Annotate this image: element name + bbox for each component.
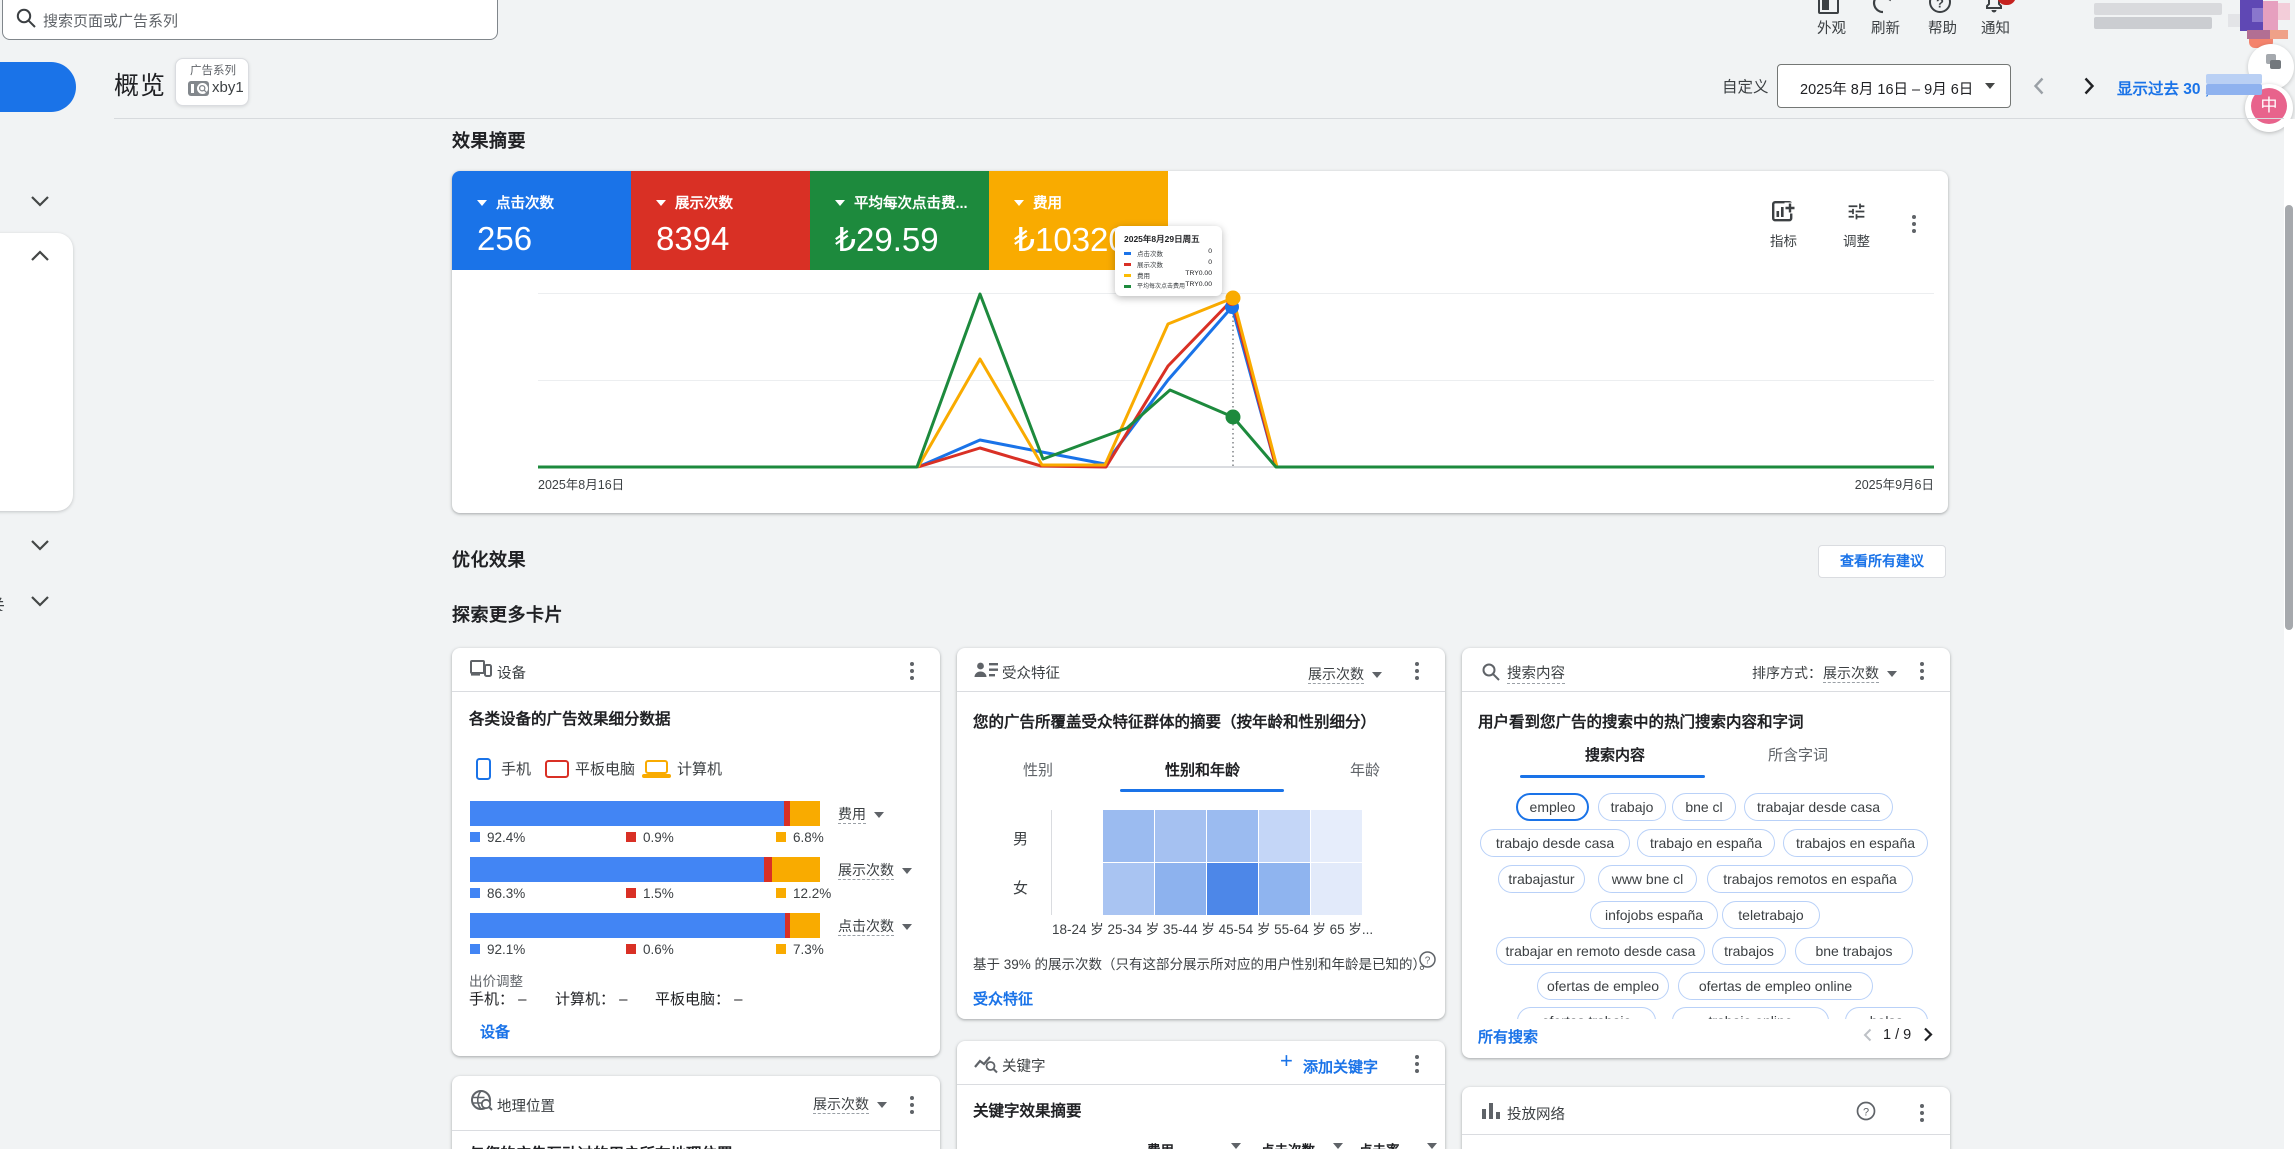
svg-text:?: ? [1863, 1107, 1869, 1119]
svg-text:?: ? [1936, 0, 1944, 11]
svg-text:?: ? [1425, 956, 1431, 967]
